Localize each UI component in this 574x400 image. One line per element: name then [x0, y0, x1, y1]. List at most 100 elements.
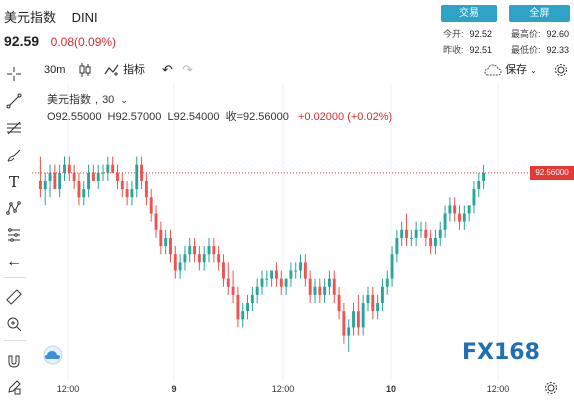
candle-body	[241, 311, 245, 320]
candle	[140, 156, 144, 190]
candle	[231, 270, 235, 304]
candle	[419, 221, 423, 238]
candle-body	[443, 213, 447, 230]
pencil-lock-icon[interactable]	[4, 377, 24, 397]
trend-line-icon[interactable]	[4, 91, 24, 111]
zoom-in-icon[interactable]	[4, 314, 24, 334]
candle	[169, 229, 172, 263]
candle	[159, 221, 163, 255]
candle-body	[429, 237, 433, 247]
candle-style-icon[interactable]	[78, 62, 92, 84]
fx168-logo: FX168	[462, 340, 540, 365]
price-chart[interactable]	[32, 84, 530, 380]
candle-body	[96, 172, 100, 181]
last-price-tag: 92.56000	[530, 165, 574, 180]
text-tool-icon[interactable]: T	[8, 173, 19, 191]
ruler-icon[interactable]	[4, 287, 24, 307]
candle	[303, 254, 307, 287]
candle	[313, 278, 317, 304]
candle	[294, 262, 298, 279]
candle-body	[332, 278, 336, 295]
settings-icon[interactable]	[554, 61, 568, 79]
candle	[380, 278, 384, 312]
candle	[424, 221, 428, 247]
chevron-down-icon: ⌄	[530, 66, 537, 75]
candle	[361, 294, 365, 336]
candle-body	[135, 164, 139, 190]
stat-prev-close-label: 昨收:	[443, 45, 464, 55]
candle	[250, 286, 254, 312]
candle	[77, 172, 81, 206]
measure-icon[interactable]	[4, 225, 24, 245]
symbol-title: 美元指数 DINI	[4, 7, 98, 26]
undo-icon[interactable]: ↶	[162, 62, 173, 77]
candle	[390, 246, 394, 287]
legend-chevron-icon[interactable]: ⌄	[120, 95, 128, 105]
candle	[385, 270, 389, 295]
fib-tool-icon[interactable]	[4, 118, 24, 138]
candle	[178, 254, 182, 279]
candle-body	[202, 254, 206, 263]
candle	[409, 229, 413, 247]
weather-cloud-icon[interactable]	[41, 345, 65, 365]
indicators-button[interactable]: 指标	[104, 61, 145, 79]
x-tick-label: 9	[171, 384, 177, 394]
chart-legend-title: 美元指数, 30 ⌄	[47, 94, 128, 106]
candle	[275, 262, 278, 287]
candle	[222, 254, 225, 287]
candle	[327, 270, 331, 295]
candle	[414, 221, 418, 247]
candle-body	[130, 189, 134, 198]
trade-button[interactable]: 交易	[441, 5, 497, 22]
candle-body	[91, 172, 95, 181]
candle	[96, 164, 100, 190]
candle	[193, 237, 197, 263]
candle-body	[212, 246, 216, 255]
candle-body	[226, 278, 230, 287]
candle	[284, 278, 288, 295]
candle-body	[467, 205, 471, 214]
candle-body	[337, 294, 341, 312]
candle	[241, 303, 245, 328]
save-button[interactable]: 保存 ⌄	[484, 61, 537, 80]
magnet-icon[interactable]	[4, 351, 24, 371]
candle	[482, 164, 486, 190]
candle	[120, 172, 124, 198]
candle	[279, 270, 283, 295]
back-arrow-icon[interactable]: ←	[6, 253, 22, 270]
candle-body	[482, 172, 486, 181]
candle-body	[477, 180, 481, 190]
tool-divider-2	[4, 340, 26, 341]
fullscreen-button[interactable]: 全屏	[509, 5, 570, 22]
cloud-icon	[484, 64, 502, 76]
candle	[53, 164, 57, 190]
candle	[130, 180, 134, 206]
crosshair-icon[interactable]	[4, 64, 24, 84]
candle	[236, 286, 240, 328]
redo-icon[interactable]: ↷	[182, 62, 193, 77]
candle-body	[356, 311, 360, 328]
candle	[337, 286, 341, 320]
candle-body	[462, 213, 466, 222]
candle-body	[120, 180, 124, 190]
stat-low-label: 最低价:	[511, 45, 541, 55]
candle-body	[385, 278, 389, 287]
candle	[67, 156, 71, 181]
candle	[188, 237, 192, 263]
pattern-icon[interactable]	[4, 198, 24, 218]
candle	[400, 221, 404, 247]
candle	[226, 262, 230, 295]
candle-body	[419, 229, 423, 231]
candle-body	[63, 164, 66, 173]
candle	[467, 205, 471, 222]
axis-settings-icon[interactable]	[544, 381, 558, 400]
symbol-code: DINI	[71, 10, 98, 25]
candle-body	[236, 294, 240, 320]
interval-selector[interactable]: 30m	[44, 64, 66, 76]
brush-icon[interactable]	[4, 145, 24, 165]
candle	[472, 180, 476, 214]
candle-body	[294, 270, 298, 272]
candle-body	[390, 254, 394, 279]
candle-body	[164, 237, 168, 247]
candle-body	[366, 294, 370, 304]
